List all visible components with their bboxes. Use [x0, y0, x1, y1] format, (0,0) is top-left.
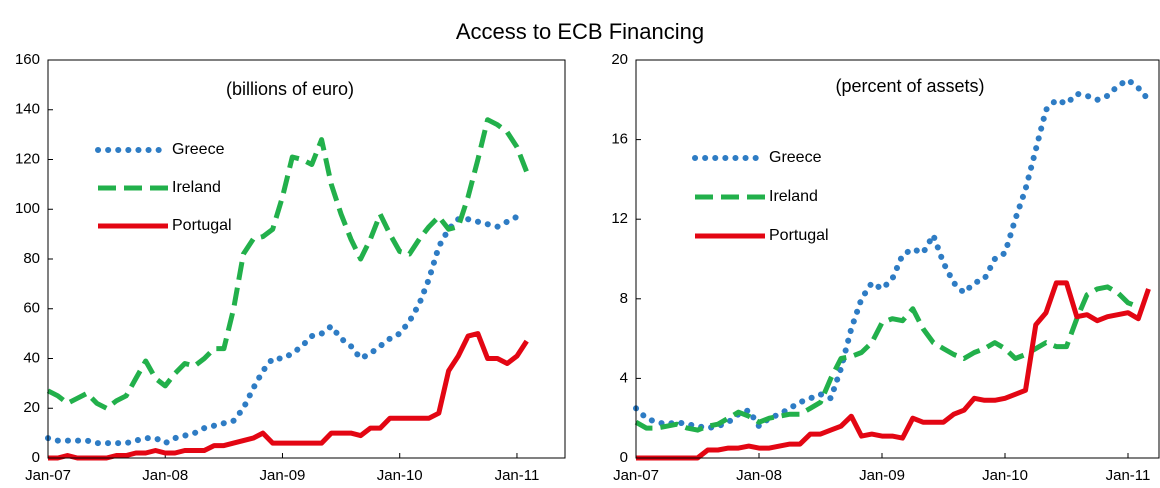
x-tick-label: Jan-09	[260, 467, 306, 484]
subtitle: (percent of assets)	[835, 76, 984, 96]
y-tick-label: 80	[23, 250, 40, 267]
legend-label: Greece	[172, 141, 225, 158]
y-tick-label: 12	[611, 210, 628, 227]
x-tick-label: Jan-11	[495, 467, 540, 484]
series-line	[45, 213, 520, 447]
legend-label: Greece	[769, 149, 822, 166]
x-tick-label: Jan-07	[25, 467, 71, 484]
x-tick-label: Jan-10	[377, 467, 423, 484]
x-tick-label: Jan-08	[142, 467, 188, 484]
y-tick-label: 40	[23, 349, 40, 366]
y-tick-label: 160	[15, 51, 40, 68]
y-tick-label: 8	[620, 290, 628, 307]
x-tick-label: Jan-09	[859, 467, 905, 484]
y-tick-label: 20	[23, 399, 40, 416]
subtitle: (billions of euro)	[226, 79, 354, 99]
y-tick-label: 60	[23, 300, 40, 317]
y-tick-label: 140	[15, 101, 40, 118]
y-tick-label: 20	[611, 51, 628, 68]
y-tick-label: 16	[611, 131, 628, 148]
figure-title: Access to ECB Financing	[456, 19, 704, 44]
x-tick-label: Jan-10	[982, 467, 1028, 484]
series-line	[48, 331, 529, 461]
series-line	[46, 117, 530, 411]
legend-label: Portugal	[172, 217, 232, 234]
y-tick-label: 100	[15, 200, 40, 217]
y-tick-label: 120	[15, 150, 40, 167]
series-line	[636, 280, 1151, 461]
y-tick-label: 0	[32, 449, 40, 466]
series-line	[633, 76, 1152, 432]
plot-frame	[47, 59, 566, 459]
y-tick-label: 4	[620, 369, 628, 386]
plot-frame	[635, 59, 1160, 459]
series-line	[634, 284, 1140, 433]
x-tick-label: Jan-08	[736, 467, 782, 484]
x-tick-label: Jan-07	[613, 467, 659, 484]
legend-label: Portugal	[769, 227, 829, 244]
y-tick-label: 0	[620, 449, 628, 466]
legend-label: Ireland	[172, 179, 221, 196]
legend-label: Ireland	[769, 188, 818, 205]
x-tick-label: Jan-11	[1106, 467, 1151, 484]
